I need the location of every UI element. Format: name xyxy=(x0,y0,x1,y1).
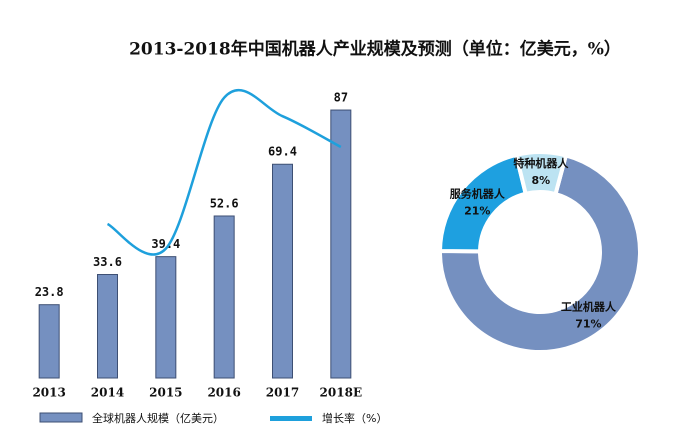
legend-label: 增长率（%） xyxy=(322,411,387,425)
x-tick-label: 2013 xyxy=(32,386,65,400)
bar xyxy=(97,274,118,379)
value-label: 23.8 xyxy=(35,285,64,299)
bar xyxy=(330,109,352,379)
bar xyxy=(38,304,60,379)
legend-label: 全球机器人规模（亿美元） xyxy=(92,411,224,425)
segment-value: 21% xyxy=(464,204,490,217)
x-tick-label: 2015 xyxy=(149,386,182,400)
value-label: 69.4 xyxy=(268,145,297,159)
bar xyxy=(272,163,293,379)
value-label: 52.6 xyxy=(210,196,239,210)
legend-swatch xyxy=(39,412,83,423)
segment-value: 8% xyxy=(531,174,550,187)
segment-label: 特种机器人 xyxy=(513,156,569,170)
chart-title: 2013-2018年中国机器人产业规模及预测（单位：亿美元，%） xyxy=(129,39,621,60)
bar xyxy=(155,256,177,379)
x-tick-label: 2018E xyxy=(320,386,363,400)
segment-label: 服务机器人 xyxy=(450,186,506,200)
segment-value: 71% xyxy=(575,318,601,331)
value-label: 33.6 xyxy=(93,255,122,269)
value-label: 87 xyxy=(334,91,348,105)
growth-line xyxy=(106,89,342,256)
legend-swatch xyxy=(270,416,312,421)
x-tick-label: 2017 xyxy=(266,386,299,400)
bar xyxy=(213,215,235,379)
donut-segment xyxy=(438,152,642,354)
x-tick-label: 2016 xyxy=(207,386,240,400)
segment-label: 工业机器人 xyxy=(561,300,617,314)
donut-segment xyxy=(513,150,569,197)
x-tick-label: 2014 xyxy=(91,386,124,400)
value-label: 39.4 xyxy=(151,237,180,251)
